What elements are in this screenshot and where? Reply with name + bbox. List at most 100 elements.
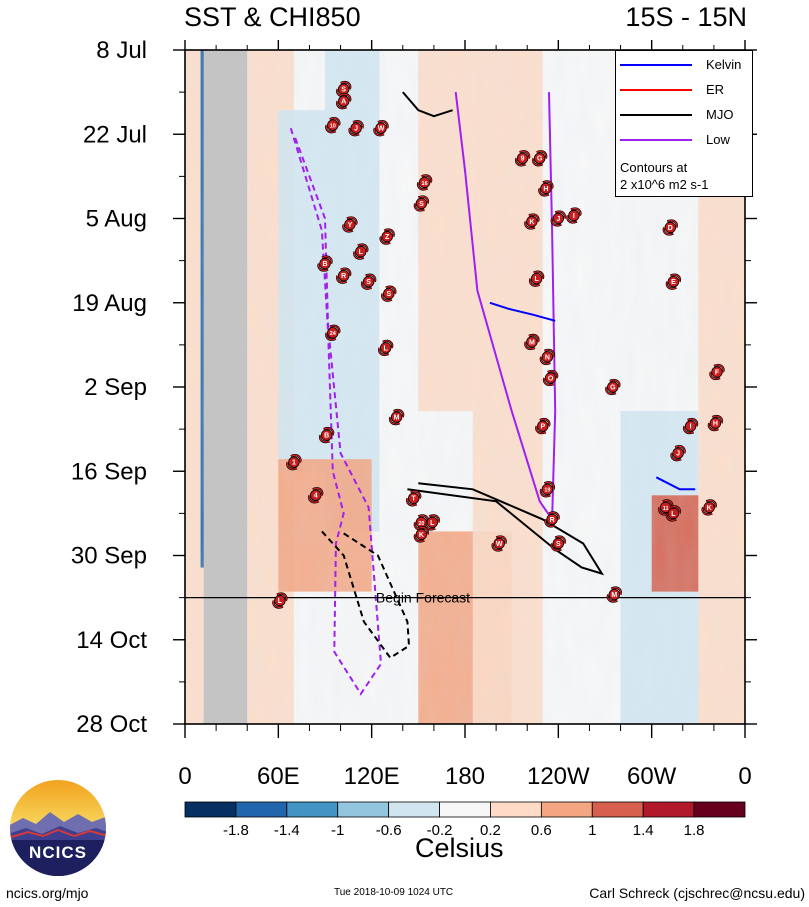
storm-dot [667, 507, 680, 520]
ncics-logo [10, 780, 106, 876]
storm-arm [385, 286, 396, 294]
storm-marker: M [524, 333, 540, 350]
colorbar-bin [337, 801, 390, 818]
storm-arm [667, 220, 678, 228]
storm-label: 24 [330, 331, 337, 337]
storm-label: Z [385, 234, 390, 241]
legend-label-er: ER [706, 82, 725, 97]
storm-arm [340, 81, 351, 90]
storm-dot [274, 594, 286, 607]
colorbar-tick-label: 1 [588, 822, 596, 839]
storm-dot [288, 456, 300, 468]
storm-arm [414, 203, 425, 211]
storm-arm [406, 498, 417, 506]
storm-arm [536, 150, 547, 159]
storm-dot [530, 273, 543, 285]
storm-label: Y [348, 222, 353, 229]
x-tick-label: 120E [344, 763, 400, 790]
storm-dot [526, 215, 538, 228]
storm-arm [378, 347, 389, 356]
storm-marker: T [406, 490, 422, 507]
storm-dot [383, 288, 395, 300]
colorbar-bin [490, 801, 542, 818]
storm-arm [492, 543, 503, 551]
storm-dot [415, 197, 428, 210]
storm-arm [555, 211, 566, 219]
colorbar-tick-label: -1.4 [274, 822, 300, 839]
x-tick-label: 0 [738, 763, 751, 790]
storm-marker: L [378, 339, 394, 356]
contour-low-1 [454, 91, 557, 523]
legend-swatch-mjo [620, 114, 692, 116]
storm-dot [552, 537, 564, 550]
storm-arm [336, 275, 347, 284]
logo-text: NCICS [29, 843, 87, 862]
storm-arm [539, 418, 550, 427]
storm-dot [310, 489, 322, 501]
storm-arm [290, 454, 301, 463]
contour-mjo-3 [407, 482, 605, 576]
storm-arm [540, 356, 551, 365]
storm-arm [325, 332, 337, 341]
legend-note-line1: Contours at [620, 160, 688, 175]
storm-label: M [611, 592, 617, 599]
colorbar-tick-label: 1.4 [633, 822, 654, 839]
storm-marker: A [336, 93, 352, 110]
storm-dot [546, 513, 558, 526]
storm-label: 19 [544, 488, 550, 494]
y-tick-label: 8 Jul [96, 37, 147, 64]
storm-arm [429, 514, 440, 523]
legend-label-kelvin: Kelvin [706, 57, 742, 72]
storm-arm [425, 522, 436, 530]
storm-arm [683, 425, 694, 434]
storm-marker: L [665, 505, 682, 522]
storm-marker: N [539, 348, 556, 365]
storm-arm [545, 519, 556, 527]
y-tick-label: 16 Sep [71, 458, 147, 485]
storm-arm [548, 511, 560, 520]
legend-swatch-low [620, 139, 692, 141]
storm-arm [383, 229, 395, 237]
storm-arm [535, 425, 547, 434]
colorbar-tick-label: -1.8 [223, 822, 249, 839]
colorbar-tick-label: 1.8 [684, 822, 705, 839]
storm-label: W [378, 126, 385, 133]
storm-label: F [715, 369, 720, 376]
storm-marker: L [353, 243, 369, 260]
storm-arm [352, 120, 364, 129]
storm-arm [542, 180, 553, 189]
storm-label: N [545, 354, 550, 361]
storm-dot [516, 152, 529, 165]
storm-marker: L [528, 270, 545, 287]
storm-arm [702, 507, 713, 515]
legend-item-er: ER [620, 82, 750, 98]
storm-marker: G [532, 150, 548, 167]
storm-marker: J [348, 120, 364, 137]
storm-dot [390, 411, 403, 423]
storm-dot [355, 245, 367, 258]
storm-arm [670, 505, 681, 514]
storm-dot [709, 417, 722, 429]
storm-label: P [540, 424, 545, 431]
storm-arm [605, 386, 617, 395]
storm-dot [338, 270, 350, 282]
storm-marker: K [524, 213, 540, 230]
storm-marker: E [665, 273, 682, 290]
storm-arm [515, 158, 526, 166]
storm-label: L [671, 511, 676, 518]
storm-dot [552, 212, 564, 225]
chart-title: SST & CHI850 [184, 2, 361, 32]
axes: 8 Jul 22 Jul 5 Aug 19 Aug 2 Sep 16 Sep 30 Sep 1… [71, 37, 757, 790]
storm-marker: H [707, 415, 724, 432]
storm-arm [538, 188, 550, 196]
storm-label: M [529, 339, 535, 346]
legend: Kelvin ER MJO Low Contours at 2 x10^6 m2… [615, 50, 753, 197]
colorbar-tick-label: 0.6 [531, 822, 552, 839]
storm-arm [317, 263, 329, 272]
storm-arm [323, 427, 334, 436]
storm-arm [687, 418, 698, 427]
storm-marker: S [360, 273, 377, 290]
storm-arm [286, 461, 298, 470]
storm-marker: S [381, 285, 397, 302]
storm-label: R [341, 273, 346, 280]
